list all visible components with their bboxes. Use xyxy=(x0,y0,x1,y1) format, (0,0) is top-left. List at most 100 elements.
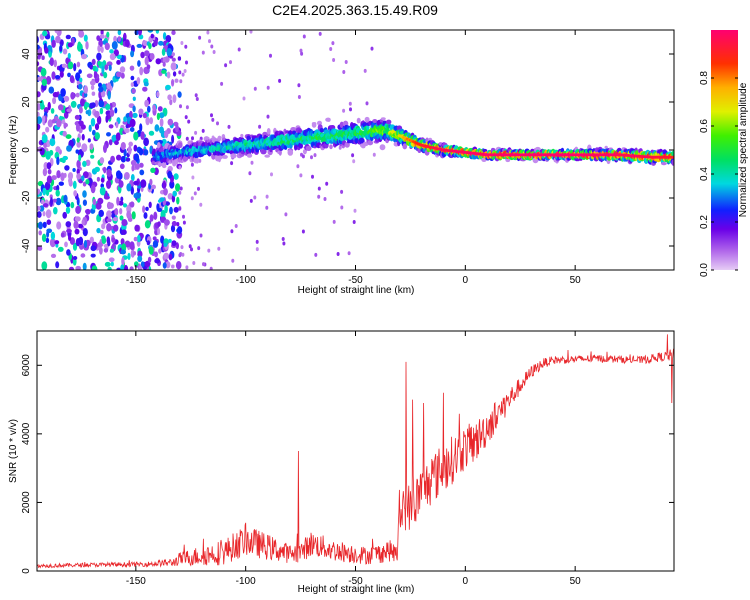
heatmap-cell xyxy=(122,203,128,208)
heatmap-cell xyxy=(64,165,70,171)
heatmap-cell xyxy=(220,81,224,86)
heatmap-cell xyxy=(142,86,148,92)
heatmap-cell xyxy=(130,249,135,258)
heatmap-cell xyxy=(51,71,56,80)
heatmap-cell xyxy=(178,253,182,258)
heatmap-cell xyxy=(76,173,81,180)
heatmap-cell xyxy=(167,118,174,126)
heatmap-cell xyxy=(162,262,167,269)
heatmap-cell xyxy=(81,219,85,226)
heatmap-cell xyxy=(119,66,126,73)
heatmap-cell xyxy=(301,154,305,159)
heatmap-cell xyxy=(105,115,109,123)
heatmap-cell xyxy=(284,212,288,217)
heatmap-cell xyxy=(123,116,127,123)
heatmap-cell xyxy=(94,132,101,140)
heatmap-cell xyxy=(363,68,367,73)
heatmap-cell xyxy=(82,171,89,179)
heatmap-cell xyxy=(153,38,158,47)
heatmap-cell xyxy=(42,203,49,208)
snr-x-ticks: -150 -100 -50 0 50 xyxy=(126,331,581,587)
heatmap-cell xyxy=(175,124,179,133)
heatmap-cell xyxy=(505,158,511,163)
heatmap-cell xyxy=(323,197,327,201)
heatmap-cell xyxy=(217,246,221,251)
heatmap-cell xyxy=(130,159,137,166)
heatmap-cell xyxy=(266,128,271,135)
heatmap-cell xyxy=(177,56,182,61)
heatmap-cell xyxy=(38,230,42,236)
heatmap-cell xyxy=(165,84,171,91)
heatmap-cell xyxy=(106,168,112,177)
heatmap-cell xyxy=(95,67,99,72)
heatmap-cell xyxy=(107,202,114,209)
heatmap-cell xyxy=(76,61,81,68)
heatmap-cell xyxy=(38,221,43,230)
heatmap-cell xyxy=(133,236,138,242)
heatmap-cell xyxy=(73,62,77,72)
heatmap-cell xyxy=(99,107,104,115)
heatmap-cell xyxy=(114,140,119,146)
heatmap-cell xyxy=(72,256,78,260)
heatmap-cell xyxy=(145,116,150,126)
heatmap-cell xyxy=(118,180,124,188)
heatmap-cell xyxy=(139,169,145,176)
heatmap-cell xyxy=(66,249,71,256)
heatmap-cell xyxy=(129,201,135,208)
heatmap-cell xyxy=(37,146,40,152)
heatmap-cell xyxy=(352,220,356,224)
heatmap-cell xyxy=(155,58,162,65)
heatmap-cell xyxy=(85,110,90,115)
heatmap-cell xyxy=(106,83,112,90)
heatmap-cell xyxy=(37,211,42,218)
heatmap-cell xyxy=(120,142,126,150)
heatmap-cell xyxy=(80,98,85,107)
heatmap-cell xyxy=(161,48,166,56)
heatmap-cell xyxy=(61,119,66,125)
heatmap-cell xyxy=(125,157,131,162)
heatmap-cell xyxy=(270,172,273,177)
heatmap-cell xyxy=(208,39,211,44)
heatmap-cell xyxy=(85,179,90,185)
snr-frame xyxy=(36,330,675,572)
heatmap-cell xyxy=(103,248,109,253)
heatmap-cell xyxy=(132,112,138,119)
heatmap-cell xyxy=(352,159,356,164)
heatmap-cell xyxy=(171,194,176,203)
heatmap-cell xyxy=(55,75,61,80)
heatmap-cell xyxy=(297,83,301,88)
snr-y-label: SNR (10 * v/v) xyxy=(8,419,19,483)
heatmap-cell xyxy=(105,103,111,110)
heatmap-cell xyxy=(173,173,179,180)
heatmap-cell xyxy=(76,141,81,148)
heatmap-cell xyxy=(65,34,71,40)
heatmap-cell xyxy=(51,118,56,124)
colorbar-tick-label: 0.8 xyxy=(699,71,710,85)
heatmap-cell xyxy=(65,134,72,140)
heatmap-cell xyxy=(362,141,369,147)
heatmap-cell xyxy=(48,86,55,94)
heatmap-cell xyxy=(111,237,116,243)
snr-chart: -150 -100 -50 0 50 0 2000 4000 6000 Height of s… xyxy=(8,330,675,595)
heatmap-cell xyxy=(133,153,140,163)
heatmap-cell xyxy=(234,224,238,228)
heatmap-cell xyxy=(140,51,145,59)
heatmap-cell xyxy=(171,240,177,247)
heatmap-cell xyxy=(63,172,67,178)
heatmap-cell xyxy=(70,201,75,209)
heatmap-cell xyxy=(91,91,96,96)
heatmap-cell xyxy=(148,130,155,136)
heatmap-cell xyxy=(120,249,126,255)
spectrogram-x-label: Height of straight line (km) xyxy=(298,285,415,296)
heatmap-cell xyxy=(72,242,78,251)
heatmap-cell xyxy=(89,80,96,86)
heatmap-cell xyxy=(311,122,317,126)
heatmap-cell xyxy=(210,44,214,49)
heatmap-cell xyxy=(94,166,100,172)
heatmap-cell xyxy=(63,95,70,102)
heatmap-cell xyxy=(370,46,374,51)
heatmap-cell xyxy=(266,85,270,90)
heatmap-cell xyxy=(49,238,56,248)
heatmap-cell xyxy=(344,60,348,64)
heatmap-cell xyxy=(340,205,344,210)
